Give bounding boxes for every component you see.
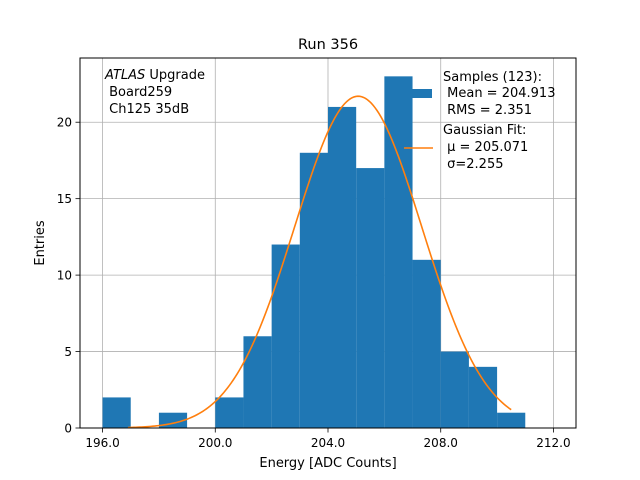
annotation-italic-word: ATLAS: [104, 68, 145, 83]
x-tick-label-3: 208.0: [424, 436, 458, 450]
x-axis-ticks: 196.0 200.0 204.0 208.0 212.0: [85, 428, 571, 450]
y-tick-label-4: 20: [57, 116, 72, 130]
legend-fit-line-3: σ=2.255: [443, 157, 503, 172]
legend: Samples (123): Mean = 204.913 RMS = 2.35…: [404, 70, 555, 172]
annotation-box: ATLAS Upgrade Board259 Ch125 35dB: [104, 68, 205, 117]
y-axis-label: Entries: [33, 220, 48, 266]
y-tick-label-0: 0: [64, 422, 72, 436]
histogram-bar-9: [356, 168, 385, 428]
gaussian-fit-curve: [127, 95, 512, 429]
x-tick-label-2: 204.0: [311, 436, 345, 450]
legend-samples-line-2: Mean = 204.913: [443, 86, 555, 101]
histogram-bar-0: [102, 397, 131, 428]
legend-fit-line-1: Gaussian Fit:: [443, 123, 526, 138]
legend-samples-swatch: [411, 89, 432, 98]
x-tick-label-4: 212.0: [536, 436, 570, 450]
histogram-bar-12: [440, 351, 469, 428]
histogram-bars: [102, 76, 526, 428]
histogram-bar-8: [328, 106, 357, 428]
y-axis-ticks: 0 5 10 15 20: [57, 116, 80, 436]
y-tick-label-2: 10: [57, 269, 72, 283]
x-tick-label-0: 196.0: [85, 436, 119, 450]
annotation-first-line-rest: Upgrade: [145, 68, 205, 83]
chart-title: Run 356: [298, 37, 358, 53]
annotation-line-2: Board259: [105, 85, 172, 100]
x-axis-label: Energy [ADC Counts]: [259, 456, 396, 471]
y-tick-label-3: 15: [57, 192, 72, 206]
histogram-bar-7: [299, 152, 328, 428]
legend-fit-line-2: μ = 205.071: [443, 140, 528, 155]
histogram-bar-5: [243, 336, 272, 428]
annotation-line-3: Ch125 35dB: [105, 102, 189, 117]
histogram-bar-6: [271, 244, 300, 428]
histogram-bar-4: [215, 397, 244, 428]
legend-samples-line-3: RMS = 2.351: [443, 103, 532, 118]
y-tick-label-1: 5: [64, 345, 72, 359]
histogram-bar-14: [497, 412, 526, 428]
legend-samples-line-1: Samples (123):: [443, 70, 542, 85]
histogram-bar-10: [384, 76, 413, 428]
x-tick-label-1: 200.0: [198, 436, 232, 450]
histogram-bar-11: [412, 259, 441, 428]
histogram-bar-13: [468, 366, 498, 428]
annotation-line-1: ATLAS Upgrade: [104, 68, 205, 83]
